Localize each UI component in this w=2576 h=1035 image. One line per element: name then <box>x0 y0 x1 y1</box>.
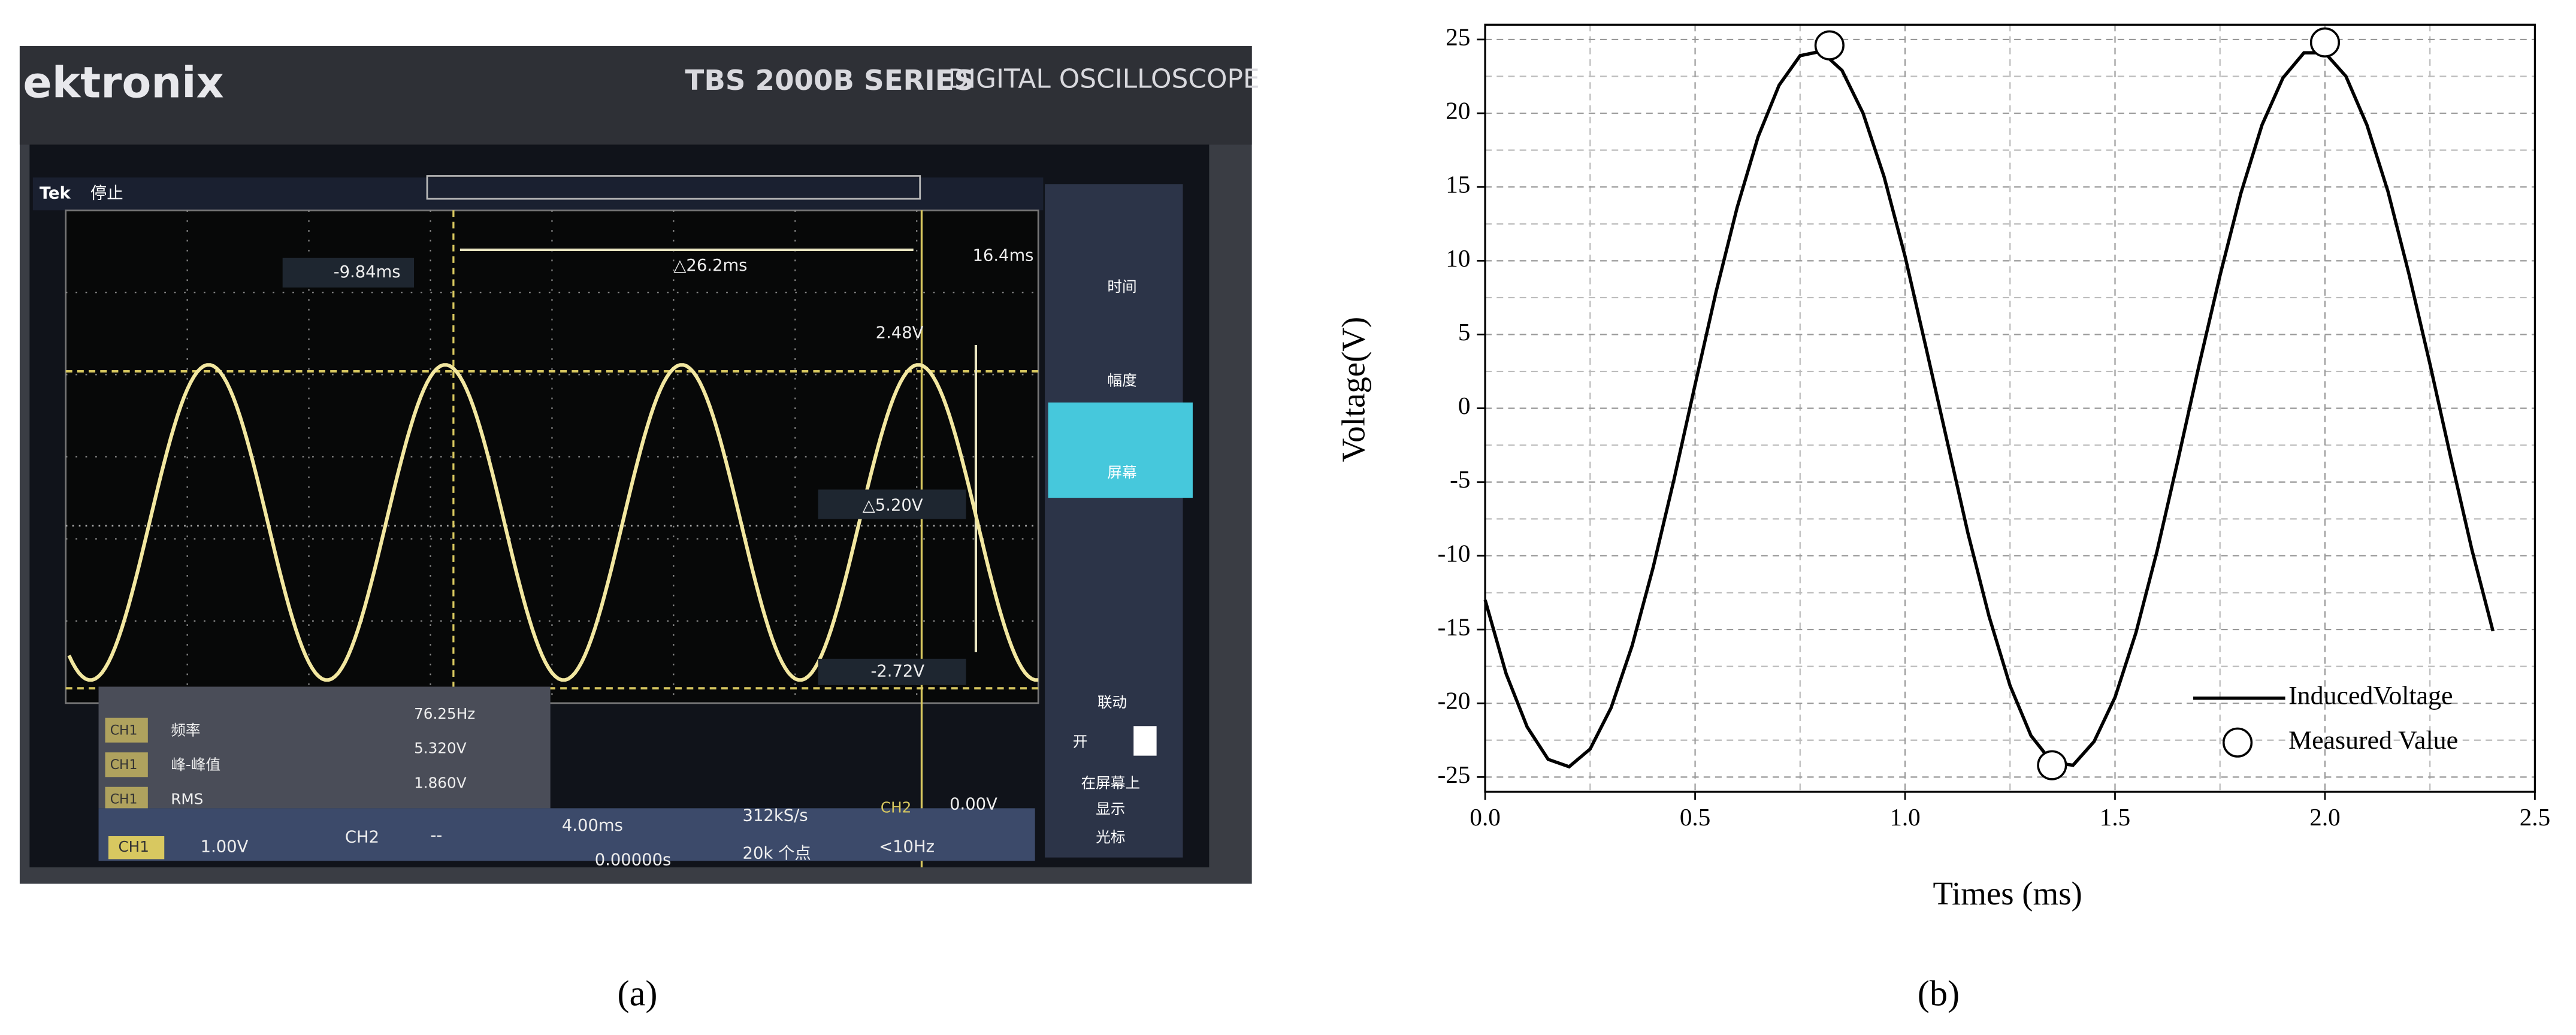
volt-delta: △5.20V <box>863 496 923 515</box>
bottom-bar <box>98 808 1035 861</box>
menu-item: 联动 <box>1097 694 1127 711</box>
measured-point <box>1814 30 1845 60</box>
volt-top: 2.48V <box>876 323 924 342</box>
y-tick-label: 25 <box>1446 23 1470 50</box>
x-tick-label: 1.5 <box>2100 803 2130 831</box>
menu-item: 显示 <box>1096 800 1125 818</box>
measurements: CH1 频率 76.25Hz CH1 峰-峰值 5.320V CH1 RMS 1.860V <box>105 705 475 812</box>
y-tick-label: 20 <box>1446 97 1470 125</box>
y-tick-label: -10 <box>1438 539 1471 567</box>
measure-name: 峰-峰值 <box>171 756 220 773</box>
y-tick-label: 15 <box>1446 171 1470 198</box>
series-name: TBS 2000B SERIES <box>685 64 975 96</box>
y-tick-label: 0 <box>1458 392 1471 419</box>
trigger-level: 0.00V <box>950 795 997 813</box>
caption-b: (b) <box>1918 974 1960 1014</box>
legend-label: InducedVoltage <box>2288 682 2453 710</box>
x-tick-label: 2.0 <box>2309 803 2340 831</box>
oscilloscope-photo: ektronix TBS 2000B SERIES DIGITAL OSCILL… <box>19 46 1260 884</box>
y-tick-label: 5 <box>1458 318 1471 346</box>
menu-item: 幅度 <box>1107 371 1136 389</box>
offset: 0.00000s <box>595 851 672 870</box>
line-series <box>1483 49 2495 769</box>
y-tick-label: -5 <box>1450 465 1470 493</box>
measured-point <box>2037 750 2067 780</box>
trigger-channel: CH2 <box>881 798 911 816</box>
sample-rate: 312kS/s <box>743 807 808 825</box>
model-description: DIGITAL OSCILLOSCOPE <box>948 64 1259 95</box>
ch1-badge <box>108 836 165 860</box>
record-length: 20k 个点 <box>743 845 811 863</box>
timebase: 4.00ms <box>562 816 623 835</box>
scope-trace <box>67 363 1039 682</box>
x-tick-label: 0.0 <box>1470 803 1500 831</box>
trigger-frequency: <10Hz <box>879 838 935 857</box>
menu-item: 开 <box>1073 733 1088 750</box>
status-bar <box>32 177 1044 211</box>
brand: ektronix <box>23 58 223 107</box>
plot-frame <box>1484 23 2536 793</box>
menu-toggle <box>1133 726 1157 756</box>
measure-value: 76.25Hz <box>414 705 475 722</box>
measure-channel: CH1 <box>110 792 138 807</box>
y-tick-label: -20 <box>1438 687 1471 715</box>
measure-value: 1.860V <box>414 774 467 791</box>
graticule-dots <box>65 210 1039 703</box>
menu-item: 光标 <box>1096 828 1125 846</box>
volt-bottom: -2.72V <box>870 662 924 680</box>
menu-highlight <box>1048 402 1193 498</box>
measure-value: 5.320V <box>414 740 467 757</box>
ch1-scale: 1.00V <box>201 838 249 857</box>
y-tick-label: -15 <box>1438 613 1471 640</box>
y-axis-title: Voltage(V) <box>1335 317 1372 462</box>
caption-a: (a) <box>618 974 658 1014</box>
volt-bottom-box <box>818 658 966 685</box>
cursor-delta: △26.2ms <box>673 256 747 275</box>
volt-delta-box <box>818 489 966 519</box>
y-tick-label: -25 <box>1438 761 1471 788</box>
status-logo: Tek <box>40 184 71 202</box>
channel-badge <box>105 752 148 777</box>
cursor-left-box <box>282 258 415 288</box>
channel-badge <box>105 786 148 812</box>
x-tick-label: 0.5 <box>1680 803 1710 831</box>
channel-badge <box>105 718 148 743</box>
status: 停止 <box>90 184 123 202</box>
legend-marker <box>2222 727 2253 758</box>
x-tick-label: 1.0 <box>1889 803 1920 831</box>
chart: Times (ms) Voltage(V) (b) 0.0 0.5 1.0 1.5 2.… <box>1335 23 2550 1013</box>
x-tick-label: 2.5 <box>2520 803 2550 831</box>
side-menu <box>1045 184 1183 858</box>
measure-name: RMS <box>171 791 203 808</box>
record-view <box>426 175 921 200</box>
x-axis-title: Times (ms) <box>1933 875 2082 912</box>
ch2-scale: -- <box>430 827 442 845</box>
menu-item: 屏幕 <box>1107 464 1136 481</box>
measured-point <box>2309 27 2341 58</box>
menu-item: 在屏幕上 <box>1081 774 1140 791</box>
measure-channel: CH1 <box>110 758 138 773</box>
measure-channel: CH1 <box>110 724 138 739</box>
ch1: CH1 <box>118 838 149 855</box>
cursor-left: -9.84ms <box>334 263 401 282</box>
y-tick-label: 10 <box>1446 244 1470 272</box>
cursor-right: 16.4ms <box>972 246 1033 265</box>
ch2: CH2 <box>345 828 379 846</box>
legend-label: Measured Value <box>2288 726 2458 755</box>
measure-name: 频率 <box>171 722 200 739</box>
bezel-top <box>19 46 1252 145</box>
measure-panel <box>98 686 551 809</box>
menu-item: 时间 <box>1107 278 1136 295</box>
